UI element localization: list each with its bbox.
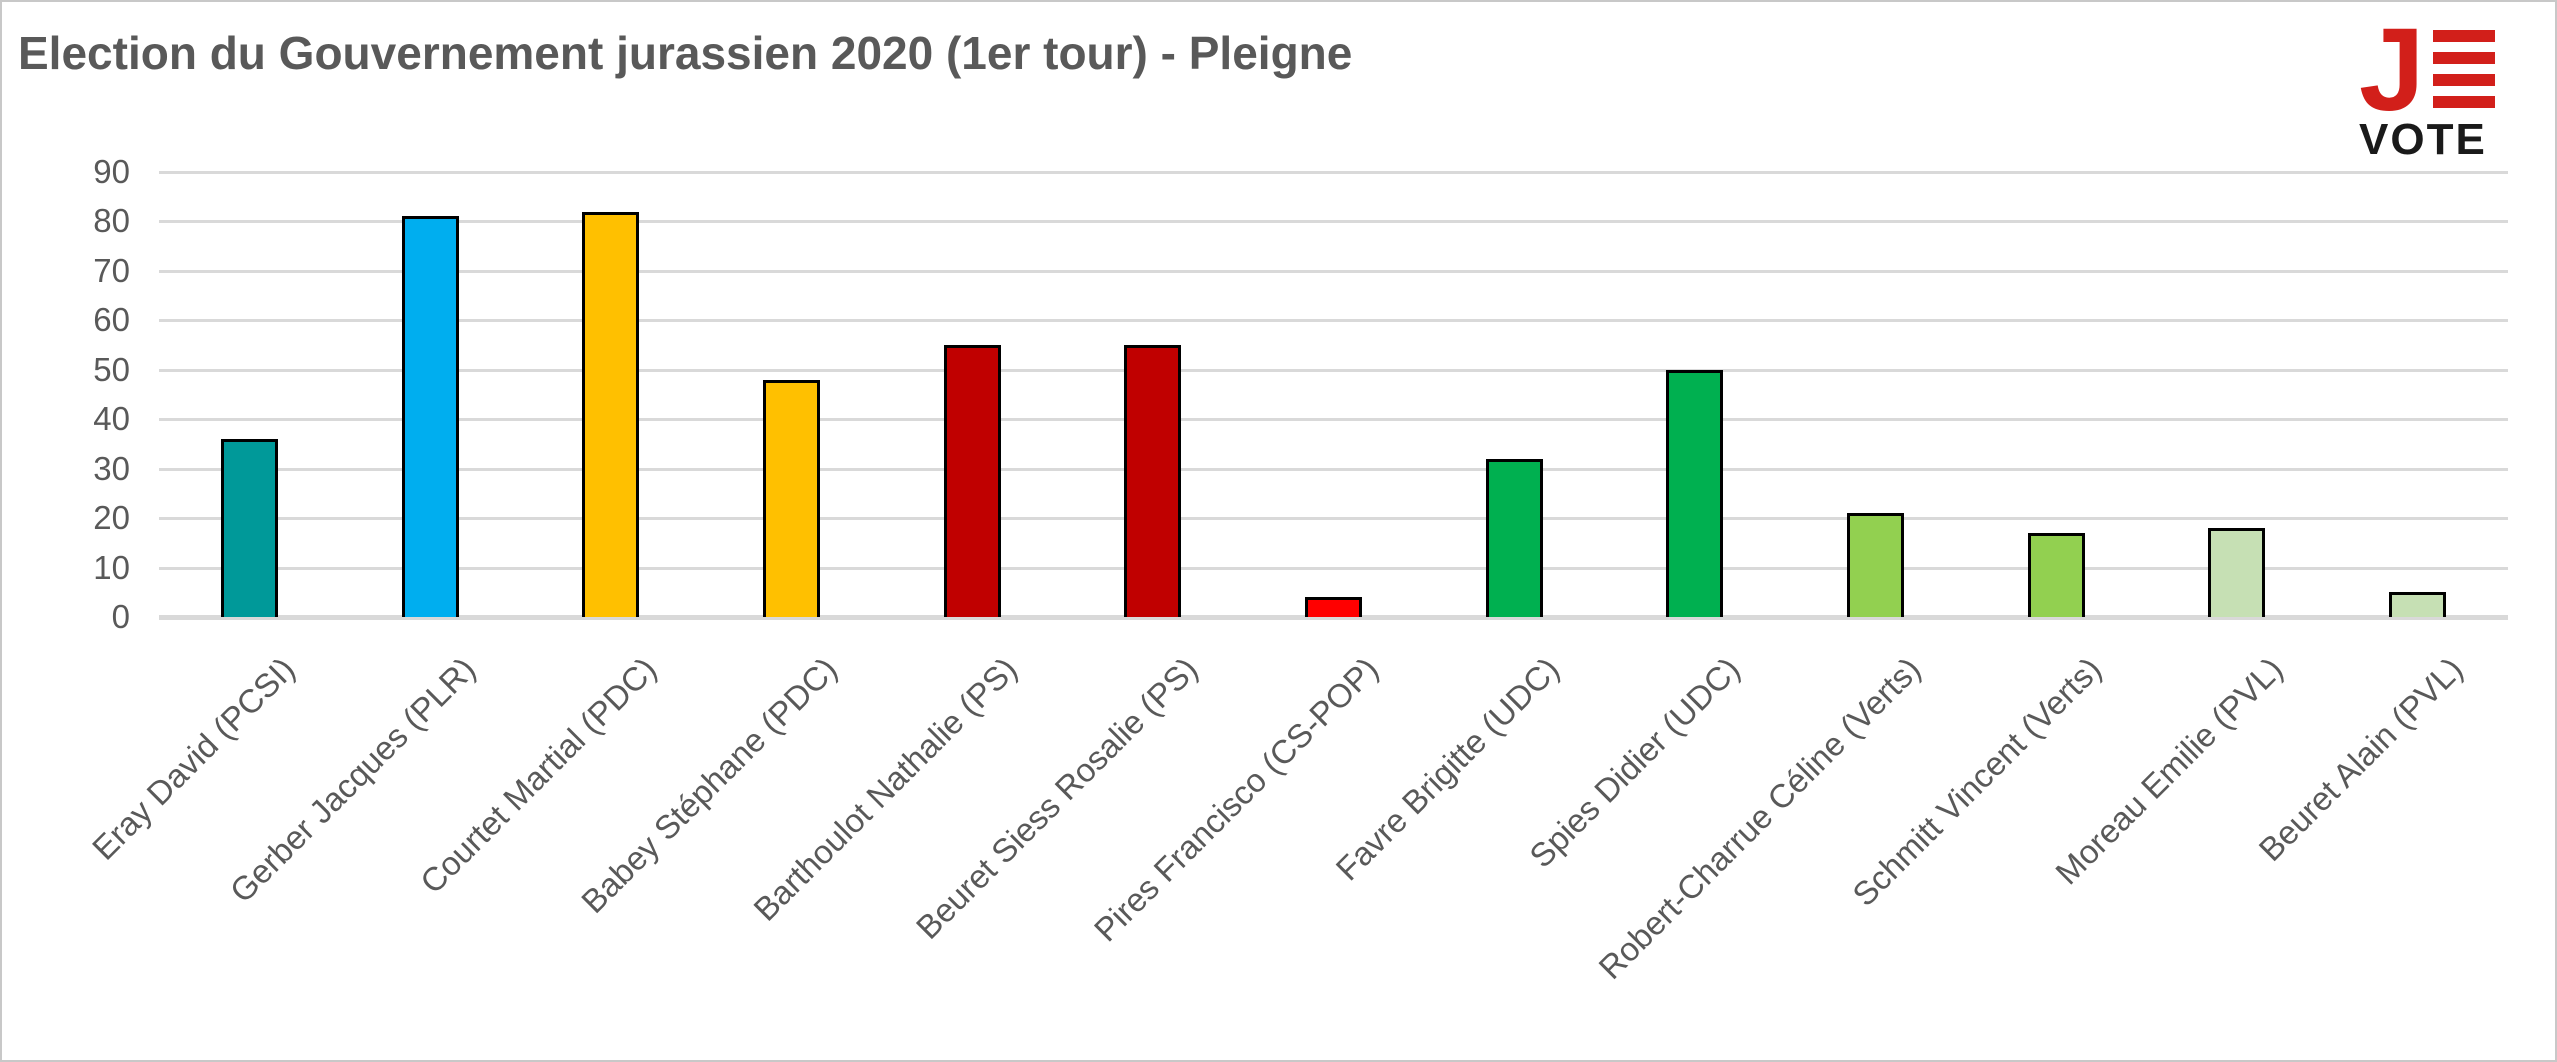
gridline xyxy=(159,566,2508,570)
bar xyxy=(2208,528,2266,617)
gridline xyxy=(159,269,2508,273)
je-vote-logo: J VOTE xyxy=(2359,4,2519,164)
y-tick-label: 20 xyxy=(93,499,130,537)
logo-j-letter: J xyxy=(2359,4,2425,136)
gridline xyxy=(159,319,2508,323)
y-tick-label: 70 xyxy=(93,251,130,289)
y-tick-label: 90 xyxy=(93,153,130,190)
logo-stripe xyxy=(2432,96,2495,108)
y-tick-label: 30 xyxy=(93,449,130,487)
category-label: Robert-Charrue Céline (Verts) xyxy=(1591,650,1928,987)
gridline xyxy=(159,467,2508,471)
logo-stripe xyxy=(2432,74,2495,86)
gridline xyxy=(159,220,2508,224)
y-tick-label: 80 xyxy=(93,202,130,240)
bar xyxy=(2389,592,2447,617)
bar xyxy=(2027,533,2085,617)
gridline xyxy=(159,418,2508,422)
bar xyxy=(1847,513,1905,617)
y-tick-label: 50 xyxy=(93,350,130,388)
logo-stripe xyxy=(2432,30,2495,42)
y-tick-label: 40 xyxy=(93,400,130,438)
logo-stripe xyxy=(2432,52,2495,64)
chart-title: Election du Gouvernement jurassien 2020 … xyxy=(18,27,1353,79)
bar xyxy=(220,439,278,617)
bar xyxy=(762,380,820,617)
logo-vote-text: VOTE xyxy=(2359,115,2487,164)
plot-area xyxy=(159,171,2508,620)
bar xyxy=(1485,459,1543,617)
logo-stripes-icon xyxy=(2432,30,2495,118)
bar xyxy=(401,216,459,617)
bar xyxy=(1666,370,1724,617)
bar xyxy=(582,212,640,617)
y-tick-label: 10 xyxy=(93,548,130,586)
bar xyxy=(1305,597,1362,617)
x-axis-line xyxy=(159,615,2508,620)
y-tick-label: 60 xyxy=(93,301,130,339)
bar xyxy=(943,345,1001,617)
gridline xyxy=(159,171,2508,174)
gridline xyxy=(159,517,2508,521)
logo-top-row: J xyxy=(2359,4,2519,136)
category-label: Beuret Alain (PVL) xyxy=(2251,650,2470,869)
y-tick-label: 0 xyxy=(111,598,130,635)
bar xyxy=(1124,345,1182,617)
gridline xyxy=(159,368,2508,372)
